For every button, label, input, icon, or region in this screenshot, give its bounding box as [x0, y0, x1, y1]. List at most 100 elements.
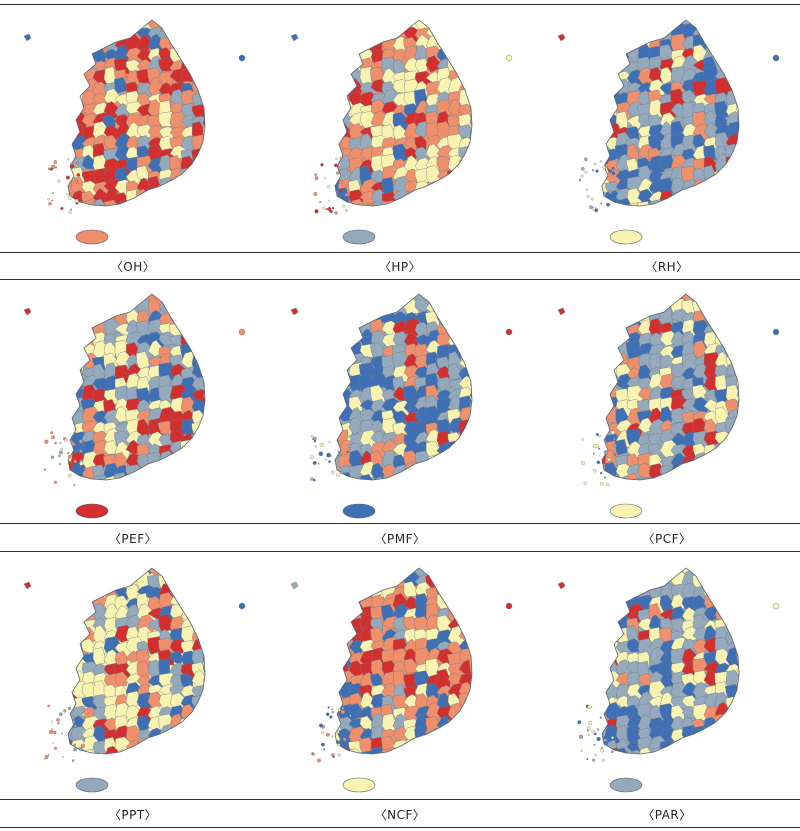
district: [202, 44, 205, 68]
district: [68, 112, 74, 131]
district: [125, 474, 142, 480]
coastal-island: [310, 477, 314, 481]
coastal-island: [325, 208, 328, 211]
district: [381, 571, 396, 588]
district: [469, 132, 472, 152]
peninsula-outline: [334, 19, 473, 207]
district: [370, 342, 384, 357]
district: [691, 79, 708, 97]
coastal-island: [55, 166, 58, 169]
coastal-island: [346, 436, 352, 441]
district: [725, 454, 739, 470]
coastal-island: [319, 201, 322, 204]
district: [414, 738, 429, 754]
district: [147, 187, 164, 206]
district: [736, 433, 739, 448]
coastal-island: [614, 158, 619, 163]
district: [70, 37, 85, 55]
district: [435, 294, 450, 304]
district: [370, 574, 387, 588]
district: [125, 47, 144, 64]
coastal-island: [58, 450, 63, 455]
district: [335, 294, 343, 307]
district: [337, 571, 357, 591]
district: [602, 343, 609, 360]
district: [70, 332, 87, 350]
district: [458, 465, 472, 480]
district: [180, 575, 195, 590]
district: [337, 619, 353, 636]
district: [703, 122, 722, 140]
district: [68, 384, 76, 402]
bottom-rule: [0, 827, 800, 828]
district: [436, 20, 451, 30]
district: [191, 582, 205, 602]
district: [348, 32, 370, 52]
coastal-island: [331, 708, 334, 711]
district: [436, 728, 452, 745]
coastal-island: [586, 758, 589, 760]
district: [381, 568, 404, 577]
district: [659, 66, 673, 85]
district: [202, 614, 205, 633]
district: [736, 739, 739, 754]
district: [337, 311, 354, 329]
district: [335, 329, 346, 349]
coastal-island: [60, 206, 64, 211]
district: [602, 582, 611, 598]
district: [725, 299, 739, 319]
coastal-island: [602, 165, 606, 169]
district: [114, 568, 129, 576]
district: [202, 603, 205, 626]
district: [147, 202, 165, 206]
district: [335, 385, 340, 400]
district: [458, 604, 472, 622]
district: [191, 154, 205, 176]
district: [725, 320, 739, 338]
district: [692, 191, 709, 206]
coastal-island: [80, 743, 85, 748]
district: [191, 294, 205, 305]
choropleth-map: [23, 293, 246, 519]
district: [147, 472, 161, 480]
district: [191, 606, 205, 621]
district: [68, 473, 77, 480]
district: [736, 583, 739, 600]
coastal-island: [605, 161, 609, 165]
district: [335, 122, 341, 137]
district: [469, 176, 472, 195]
district: [70, 67, 88, 91]
coastal-island: [313, 478, 316, 482]
district: [458, 294, 472, 310]
district: [169, 572, 191, 588]
district: [692, 745, 710, 754]
district: [147, 691, 164, 709]
district: [681, 294, 700, 303]
coastal-island: [51, 435, 56, 440]
northwest-island: [290, 307, 299, 316]
district: [604, 27, 622, 46]
district: [469, 706, 472, 725]
coastal-island: [344, 209, 348, 213]
district: [725, 57, 739, 73]
district: [447, 44, 462, 60]
district: [736, 452, 739, 471]
district: [714, 583, 732, 600]
peninsula-outline: [334, 567, 473, 755]
choropleth-map: [290, 567, 513, 793]
district: [469, 20, 472, 31]
district: [736, 362, 739, 381]
district: [202, 597, 205, 612]
district: [68, 625, 73, 643]
district: [602, 673, 611, 691]
district: [125, 750, 138, 754]
district: [436, 465, 454, 480]
district: [725, 735, 739, 752]
district: [391, 20, 407, 34]
district: [180, 749, 195, 754]
district: [168, 203, 183, 206]
coastal-island: [594, 754, 597, 757]
district: [335, 113, 344, 130]
coastal-island: [43, 758, 46, 761]
coastal-island: [330, 454, 333, 457]
